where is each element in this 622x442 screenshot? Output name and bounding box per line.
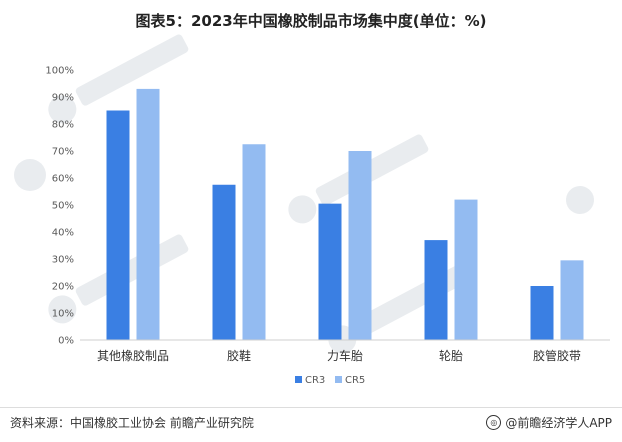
watermark-logo [566, 186, 594, 214]
bar-cr3 [424, 240, 448, 340]
legend-label: CR5 [345, 375, 365, 386]
y-tick-label: 80% [52, 120, 74, 131]
x-tick-label: 力车胎 [327, 348, 363, 363]
y-tick-label: 50% [52, 201, 74, 212]
bar-cr5 [348, 151, 372, 340]
y-tick-label: 10% [52, 309, 74, 320]
x-axis: 其他橡胶制品 胶鞋 力车胎 轮胎 胶管胶带 [80, 339, 610, 363]
bars-group [106, 88, 584, 341]
watermark-logo [288, 134, 429, 224]
x-tick-label: 轮胎 [439, 349, 463, 363]
source-note: 资料来源：中国橡胶工业协会 前瞻产业研究院 [10, 416, 254, 430]
bar-cr5 [136, 88, 160, 341]
legend: CR3 CR5 [295, 375, 365, 386]
y-tick-label: 100% [45, 66, 74, 77]
bar-cr3 [212, 184, 236, 340]
legend-swatch [295, 376, 302, 383]
bar-cr5 [454, 199, 478, 340]
bar-cr3 [530, 286, 554, 340]
y-tick-label: 20% [52, 282, 74, 293]
watermark-layer [14, 34, 594, 354]
wechat-icon: ◎ [486, 415, 502, 430]
y-axis: 0% 10% 20% 30% 40% 50% 60% 70% 80% 90% 100% [45, 66, 74, 347]
watermark-logo [48, 234, 189, 324]
brand-label: @前瞻经济学人APP [505, 416, 612, 430]
y-tick-label: 0% [58, 336, 74, 347]
x-tick-label: 胶鞋 [227, 348, 251, 363]
watermark-logo [328, 264, 469, 354]
chart-title: 图表5：2023年中国橡胶制品市场集中度(单位：%) [135, 12, 487, 30]
y-tick-label: 90% [52, 93, 74, 104]
watermark-logo [48, 34, 189, 124]
y-tick-label: 30% [52, 255, 74, 266]
bar-cr3 [106, 110, 130, 340]
watermark-logo [14, 159, 46, 191]
footer: 资料来源：中国橡胶工业协会 前瞻产业研究院 ◎ @前瞻经济学人APP [0, 407, 622, 432]
y-tick-label: 70% [52, 147, 74, 158]
x-tick-label: 胶管胶带 [533, 348, 581, 363]
brand: ◎ @前瞻经济学人APP [486, 414, 612, 431]
x-tick-label: 其他橡胶制品 [97, 348, 169, 363]
bar-cr3 [318, 203, 342, 340]
legend-label: CR3 [305, 375, 325, 386]
y-tick-label: 40% [52, 228, 74, 239]
legend-swatch [335, 376, 342, 383]
bar-cr5 [560, 260, 584, 340]
y-tick-label: 60% [52, 174, 74, 185]
bar-cr5 [242, 144, 266, 340]
